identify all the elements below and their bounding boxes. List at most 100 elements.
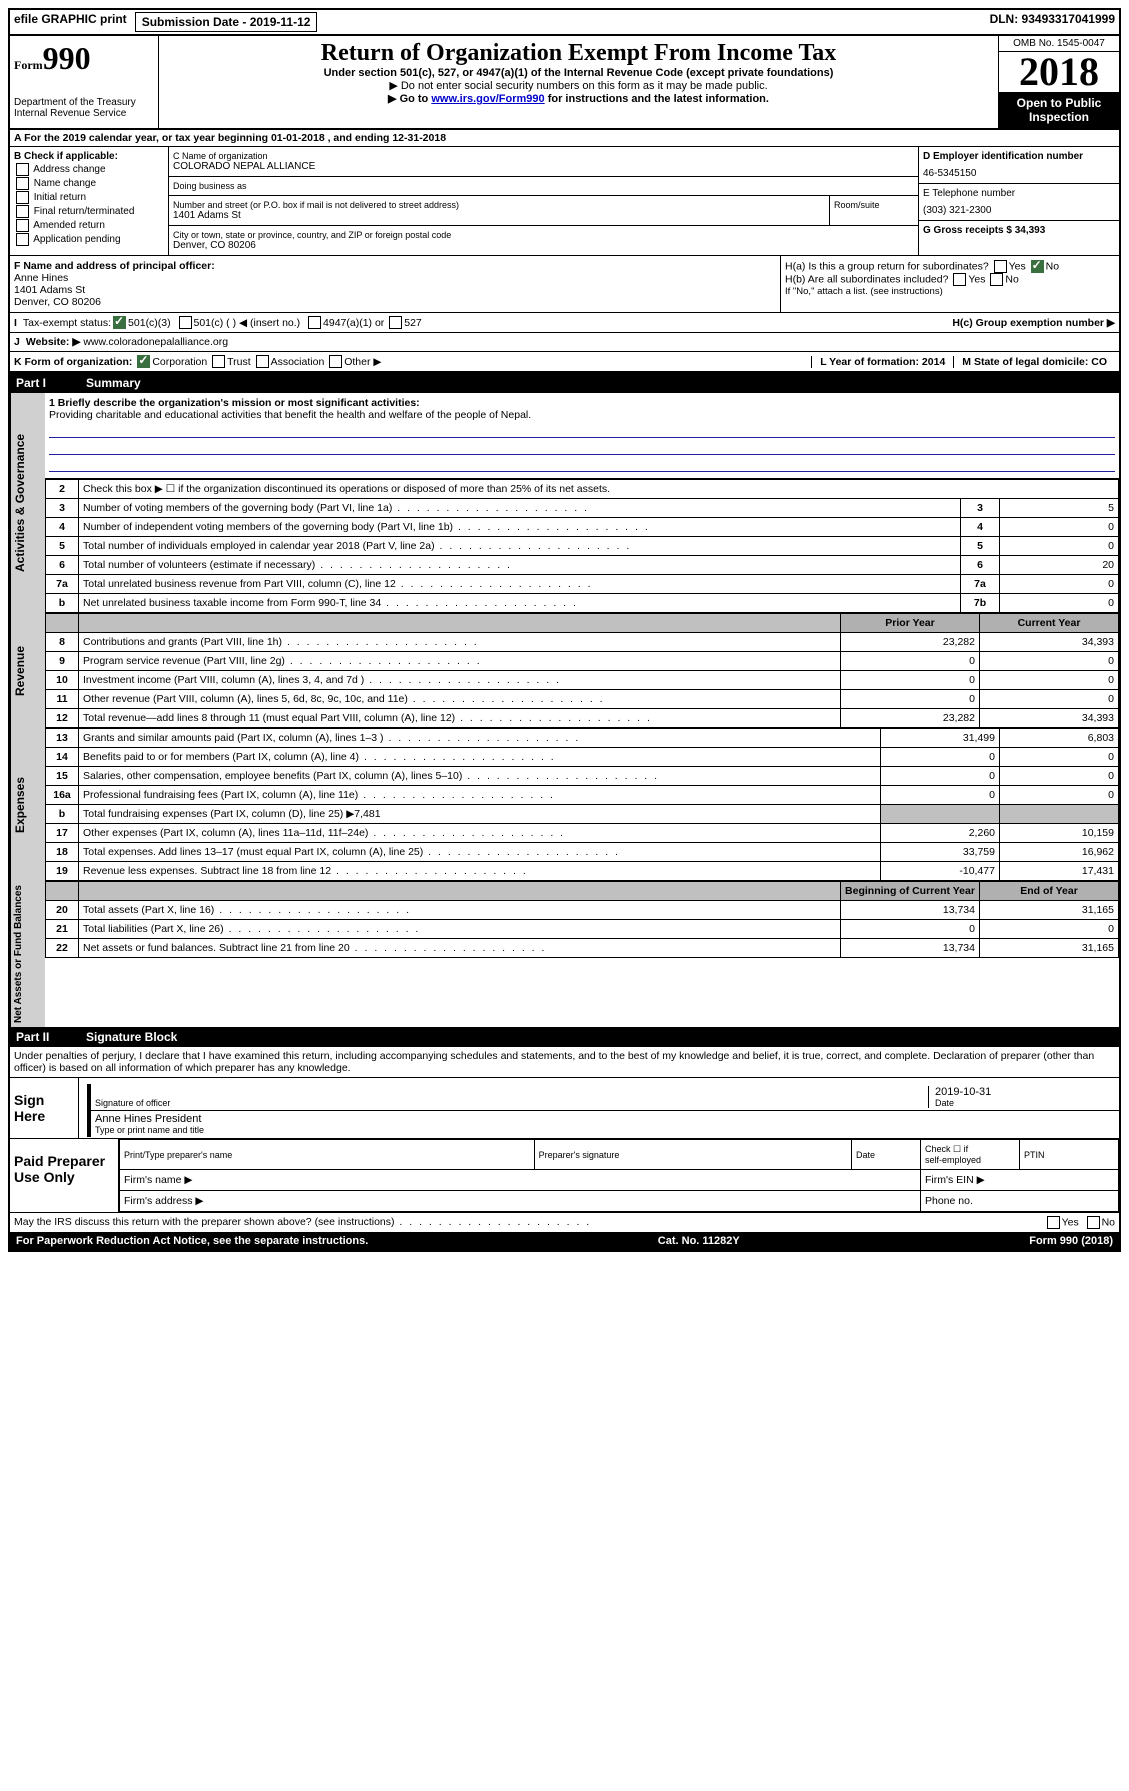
cb-final-return[interactable]: Final return/terminated: [14, 205, 164, 218]
discuss-yes[interactable]: [1047, 1216, 1060, 1229]
cb-initial-return[interactable]: Initial return: [14, 191, 164, 204]
firm-addr: Firm's address ▶: [120, 1191, 921, 1212]
gross-receipts: G Gross receipts $ 34,393: [919, 221, 1119, 240]
expenses-table: 13Grants and similar amounts paid (Part …: [45, 728, 1119, 881]
goto-post: for instructions and the latest informat…: [545, 93, 769, 105]
ptin-label: PTIN: [1020, 1140, 1119, 1170]
part2-header: Part II Signature Block: [10, 1027, 1119, 1047]
sig-date: 2019-10-31: [935, 1086, 1115, 1098]
sig-name-label: Type or print name and title: [95, 1125, 1115, 1135]
sign-here-label: Sign Here: [10, 1078, 79, 1138]
revenue-section: Revenue Prior YearCurrent Year8Contribut…: [10, 613, 1119, 728]
revenue-table: Prior YearCurrent Year8Contributions and…: [45, 613, 1119, 728]
mission-q: 1 Briefly describe the organization's mi…: [49, 397, 1115, 409]
activities-governance: Activities & Governance 1 Briefly descri…: [10, 393, 1119, 613]
col-d-ein: D Employer identification number 46-5345…: [918, 147, 1119, 255]
identity-section: B Check if applicable: Address change Na…: [10, 147, 1119, 256]
row-i-status: I Tax-exempt status: 501(c)(3) 501(c) ( …: [10, 313, 1119, 333]
side-activities: Activities & Governance: [10, 393, 45, 613]
officer-addr2: Denver, CO 80206: [14, 296, 776, 308]
cb-527[interactable]: [389, 316, 402, 329]
footer-left: For Paperwork Reduction Act Notice, see …: [16, 1235, 368, 1247]
year-formation: L Year of formation: 2014: [811, 356, 953, 368]
officer-addr1: 1401 Adams St: [14, 284, 776, 296]
goto-pre: ▶ Go to: [388, 93, 431, 105]
row-k-form: K Form of organization: Corporation Trus…: [10, 352, 1119, 373]
b-title: B Check if applicable:: [14, 151, 164, 162]
website-label: Website: ▶: [26, 336, 81, 348]
form-number: Form990: [14, 40, 154, 77]
side-expenses: Expenses: [10, 728, 45, 881]
cb-address-change[interactable]: Address change: [14, 163, 164, 176]
prep-sig-label: Preparer's signature: [534, 1140, 851, 1170]
cb-amended[interactable]: Amended return: [14, 219, 164, 232]
footer-right: Form 990 (2018): [1029, 1235, 1113, 1247]
prep-name-label: Print/Type preparer's name: [120, 1140, 535, 1170]
firm-ein: Firm's EIN ▶: [921, 1170, 1119, 1191]
tax-exempt-label: Tax-exempt status:: [23, 317, 111, 329]
form990-link[interactable]: www.irs.gov/Form990: [431, 93, 544, 105]
sig-name: Anne Hines President: [95, 1113, 1115, 1125]
dln: DLN: 93493317041999: [990, 12, 1115, 32]
goto-line: ▶ Go to www.irs.gov/Form990 for instruct…: [163, 92, 994, 105]
cb-corporation[interactable]: [137, 355, 150, 368]
paid-preparer-row: Paid Preparer Use Only Print/Type prepar…: [10, 1138, 1119, 1212]
part2-num: Part II: [16, 1030, 86, 1044]
footer-mid: Cat. No. 11282Y: [658, 1235, 740, 1247]
firm-name: Firm's name ▶: [120, 1170, 921, 1191]
discuss-text: May the IRS discuss this return with the…: [14, 1216, 591, 1229]
addr-label: Number and street (or P.O. box if mail i…: [173, 200, 825, 210]
website-value[interactable]: www.coloradonepalalliance.org: [83, 336, 228, 348]
col-c-org: C Name of organization COLORADO NEPAL AL…: [169, 147, 918, 255]
h-b: H(b) Are all subordinates included? Yes …: [785, 273, 1115, 286]
k-label: K Form of organization:: [14, 356, 132, 368]
efile-label[interactable]: efile GRAPHIC print: [14, 12, 127, 32]
cb-name-change[interactable]: Name change: [14, 177, 164, 190]
row-j-website: J Website: ▶ www.coloradonepalalliance.o…: [10, 333, 1119, 352]
side-revenue: Revenue: [10, 613, 45, 728]
footer-bar: For Paperwork Reduction Act Notice, see …: [10, 1232, 1119, 1250]
cb-trust[interactable]: [212, 355, 225, 368]
part1-title: Summary: [86, 376, 141, 390]
expenses-section: Expenses 13Grants and similar amounts pa…: [10, 728, 1119, 881]
self-employed: Check ☐ ifself-employed: [921, 1140, 1020, 1170]
cb-501c3[interactable]: [113, 316, 126, 329]
sub-title: Under section 501(c), 527, or 4947(a)(1)…: [163, 67, 994, 79]
ein-value: 46-5345150: [923, 168, 1115, 179]
form-prefix: Form: [14, 58, 43, 72]
sig-officer-label: Signature of officer: [95, 1086, 928, 1108]
cb-4947[interactable]: [308, 316, 321, 329]
h-note: If "No," attach a list. (see instruction…: [785, 286, 1115, 297]
perjury-text: Under penalties of perjury, I declare th…: [10, 1047, 1119, 1078]
mission-text: Providing charitable and educational act…: [49, 409, 1115, 421]
org-name: COLORADO NEPAL ALLIANCE: [173, 161, 914, 172]
officer-name: Anne Hines: [14, 272, 776, 284]
part2-title: Signature Block: [86, 1030, 177, 1044]
row-a-period: A For the 2019 calendar year, or tax yea…: [10, 130, 1119, 147]
part1-num: Part I: [16, 376, 86, 390]
sig-date-label: Date: [935, 1098, 1115, 1108]
form-990: 990: [43, 40, 91, 76]
state-domicile: M State of legal domicile: CO: [953, 356, 1115, 368]
paid-preparer-label: Paid Preparer Use Only: [10, 1139, 119, 1212]
name-label: C Name of organization: [173, 151, 914, 161]
street-addr: 1401 Adams St: [173, 210, 825, 221]
top-bar: efile GRAPHIC print Submission Date - 20…: [10, 10, 1119, 36]
city-value: Denver, CO 80206: [173, 240, 914, 251]
cb-501c[interactable]: [179, 316, 192, 329]
discuss-no[interactable]: [1087, 1216, 1100, 1229]
cb-pending[interactable]: Application pending: [14, 233, 164, 246]
tel-value: (303) 321-2300: [923, 205, 1115, 216]
netassets-table: Beginning of Current YearEnd of Year20To…: [45, 881, 1119, 958]
open-public: Open to Public Inspection: [999, 92, 1119, 128]
cb-other[interactable]: [329, 355, 342, 368]
note-ssn: ▶ Do not enter social security numbers o…: [163, 79, 994, 92]
room-label: Room/suite: [830, 196, 918, 225]
part1-header: Part I Summary: [10, 373, 1119, 393]
side-netassets: Net Assets or Fund Balances: [10, 881, 45, 1027]
cb-assoc[interactable]: [256, 355, 269, 368]
sign-here-row: Sign Here Signature of officer 2019-10-3…: [10, 1078, 1119, 1138]
main-title: Return of Organization Exempt From Incom…: [163, 40, 994, 67]
summary-table: 2Check this box ▶ ☐ if the organization …: [45, 479, 1119, 613]
discuss-row: May the IRS discuss this return with the…: [10, 1212, 1119, 1232]
